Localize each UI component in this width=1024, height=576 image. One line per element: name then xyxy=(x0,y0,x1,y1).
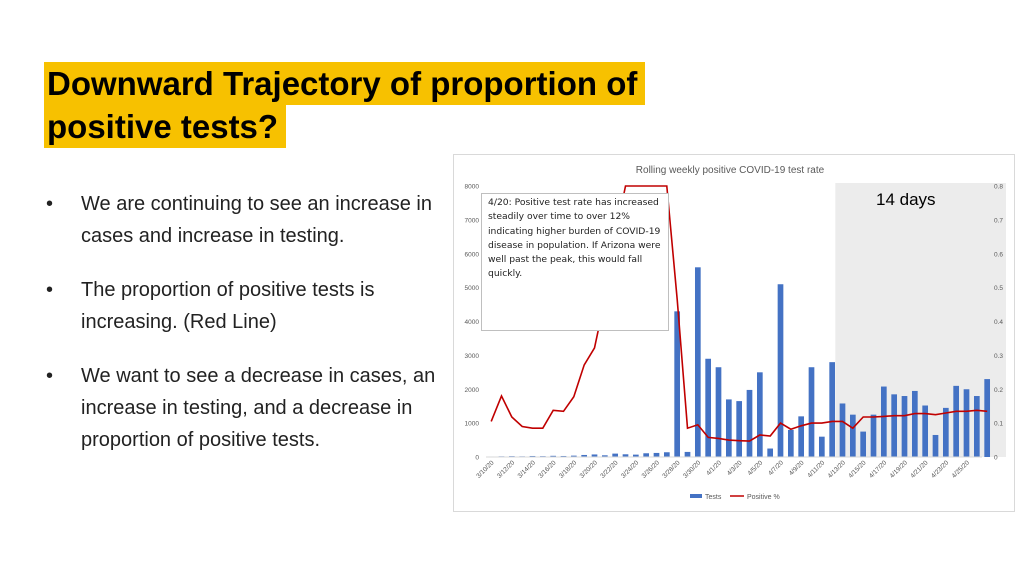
bar-tests xyxy=(612,454,618,457)
y-tick-label: 1000 xyxy=(465,421,480,428)
x-tick-label: 4/13/20 xyxy=(827,459,848,480)
bar-tests xyxy=(685,452,691,457)
y-tick-label: 2000 xyxy=(465,387,480,394)
y-tick-label: 0 xyxy=(475,455,479,462)
bar-tests xyxy=(964,389,970,457)
bar-tests xyxy=(984,379,990,457)
x-tick-label: 4/25/20 xyxy=(951,459,972,480)
legend-label-tests: Tests xyxy=(705,494,722,501)
annotation-callout: 4/20: Positive test rate has increased s… xyxy=(481,193,669,331)
bar-tests xyxy=(819,437,825,457)
bar-tests xyxy=(664,452,670,457)
title-line-1: Downward Trajectory of proportion of xyxy=(44,62,645,105)
bar-tests xyxy=(643,453,649,457)
x-tick-label: 4/3/20 xyxy=(726,459,744,477)
bar-tests xyxy=(695,267,701,457)
x-tick-label: 4/17/20 xyxy=(868,459,889,480)
x-tick-label: 4/23/20 xyxy=(930,459,951,480)
x-tick-label: 3/10/20 xyxy=(475,459,496,480)
y2-tick-label: 0.8 xyxy=(994,184,1003,191)
bar-tests xyxy=(798,416,804,457)
x-tick-label: 4/11/20 xyxy=(806,459,826,479)
bar-tests xyxy=(840,403,846,457)
legend-label-positive: Positive % xyxy=(747,494,780,501)
y-tick-label: 3000 xyxy=(465,353,480,360)
y2-tick-label: 0.4 xyxy=(994,319,1003,326)
y2-tick-label: 0.6 xyxy=(994,251,1003,258)
bar-tests xyxy=(902,396,908,457)
bullet-dot: • xyxy=(46,188,53,220)
bullet-text: The proportion of positive tests is incr… xyxy=(81,279,374,333)
y2-tick-label: 0.5 xyxy=(994,285,1003,292)
x-tick-label: 3/12/20 xyxy=(496,459,517,480)
x-tick-label: 4/9/20 xyxy=(788,459,806,477)
bar-tests xyxy=(767,449,773,457)
y2-tick-label: 0.1 xyxy=(994,421,1003,428)
y2-tick-label: 0.3 xyxy=(994,353,1003,360)
x-tick-label: 4/15/20 xyxy=(847,459,868,480)
bullet-text: We want to see a decrease in cases, an i… xyxy=(81,365,435,451)
bar-tests xyxy=(726,399,732,457)
bar-tests xyxy=(757,372,763,457)
y-tick-label: 4000 xyxy=(465,319,480,326)
bullet-item: • We are continuing to see an increase in… xyxy=(46,188,436,252)
bar-tests xyxy=(912,391,918,457)
bar-tests xyxy=(860,432,866,457)
x-tick-label: 4/21/20 xyxy=(909,459,930,480)
bar-tests xyxy=(654,453,660,457)
x-tick-label: 4/5/20 xyxy=(747,459,765,477)
bar-tests xyxy=(788,430,794,457)
y-tick-label: 6000 xyxy=(465,251,480,258)
bar-tests xyxy=(850,415,856,457)
y-tick-label: 7000 xyxy=(465,217,480,224)
bullet-dot: • xyxy=(46,274,53,306)
x-tick-label: 3/30/20 xyxy=(682,459,703,480)
bullet-dot: • xyxy=(46,360,53,392)
x-tick-label: 4/7/20 xyxy=(767,459,785,477)
bar-tests xyxy=(716,367,722,457)
x-tick-label: 3/18/20 xyxy=(558,459,579,480)
x-tick-label: 3/16/20 xyxy=(537,459,558,480)
x-tick-label: 3/28/20 xyxy=(661,459,682,480)
bar-tests xyxy=(933,435,939,457)
bullet-list: • We are continuing to see an increase in… xyxy=(46,188,436,478)
bar-tests xyxy=(736,401,742,457)
bar-tests xyxy=(974,396,980,457)
bar-tests xyxy=(881,387,887,457)
bar-tests xyxy=(891,394,897,457)
title-line-2: positive tests? xyxy=(44,105,286,148)
bar-tests xyxy=(778,284,784,457)
bar-tests xyxy=(829,362,835,457)
chart-title: Rolling weekly positive COVID-19 test ra… xyxy=(636,165,825,176)
x-tick-label: 3/24/20 xyxy=(620,459,641,480)
x-tick-label: 3/22/20 xyxy=(599,459,620,480)
y2-tick-label: 0 xyxy=(994,455,998,462)
x-tick-label: 4/1/20 xyxy=(705,459,723,477)
x-tick-label: 3/14/20 xyxy=(517,459,538,480)
legend: Tests Positive % xyxy=(690,494,780,501)
x-tick-label: 4/19/20 xyxy=(889,459,910,480)
bar-tests xyxy=(953,386,959,457)
bar-tests xyxy=(871,415,877,457)
bullet-item: • We want to see a decrease in cases, an … xyxy=(46,360,436,456)
y-tick-label: 8000 xyxy=(465,184,480,191)
shaded-region-label: 14 days xyxy=(876,190,936,210)
y2-tick-label: 0.2 xyxy=(994,387,1003,394)
x-tick-label: 3/26/20 xyxy=(641,459,662,480)
bar-tests xyxy=(809,367,815,457)
bar-tests xyxy=(943,408,949,457)
bullet-item: • The proportion of positive tests is inc… xyxy=(46,274,436,338)
y2-tick-label: 0.7 xyxy=(994,217,1003,224)
slide-title: Downward Trajectory of proportion of pos… xyxy=(44,62,645,148)
x-tick-label: 3/20/20 xyxy=(579,459,600,480)
legend-swatch-tests xyxy=(690,494,702,498)
y-tick-label: 5000 xyxy=(465,285,480,292)
shaded-region xyxy=(835,183,1006,457)
bar-tests xyxy=(705,359,711,457)
bar-tests xyxy=(747,390,753,457)
bullet-text: We are continuing to see an increase in … xyxy=(81,193,432,247)
